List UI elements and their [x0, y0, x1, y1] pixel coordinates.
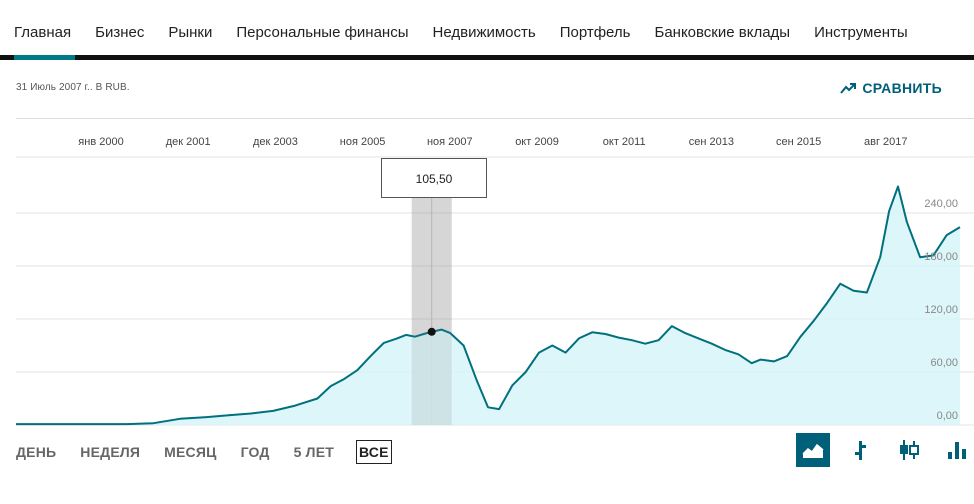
bar-chart-icon	[948, 442, 966, 459]
range-button-0[interactable]: ДЕНЬ	[16, 444, 57, 460]
x-tick-label-2: дек 2003	[253, 136, 298, 148]
time-range-selector: ДЕНЬ НЕДЕЛЯ МЕСЯЦ ГОД 5 ЛЕТ ВСЕ	[14, 438, 412, 466]
y-tick-label-1: 180,00	[924, 251, 958, 263]
compare-label: СРАВНИТЬ	[862, 80, 942, 96]
nav-item-1[interactable]: Бизнес	[95, 24, 145, 41]
price-chart[interactable]: янв 2000 дек 2001 дек 2003 ноя 2005 ноя 2007…	[0, 118, 974, 430]
range-button-3[interactable]: ГОД	[240, 444, 270, 460]
chart-top-border	[16, 118, 974, 119]
y-tick-label-3: 60,00	[930, 357, 958, 369]
area-chart-icon	[802, 443, 824, 458]
chart-tooltip: 105,50	[381, 158, 487, 198]
area-chart-button[interactable]	[796, 433, 830, 467]
nav-item-4[interactable]: Недвижимость	[432, 24, 536, 41]
y-tick-label-4: 0,00	[937, 410, 958, 422]
y-tick-label-0: 240,00	[924, 198, 958, 210]
x-tick-label-6: окт 2011	[603, 136, 646, 148]
series-line	[16, 185, 961, 426]
range-button-2[interactable]: МЕСЯЦ	[164, 444, 217, 460]
x-tick-label-0: янв 2000	[78, 136, 123, 148]
nav-item-7[interactable]: Инструменты	[814, 24, 908, 41]
x-tick-label-5: окт 2009	[515, 136, 559, 148]
chart-date-label: 31 Июль 2007 г.. В RUB.	[16, 82, 130, 93]
compare-button[interactable]: СРАВНИТЬ	[840, 80, 942, 96]
range-button-1[interactable]: НЕДЕЛЯ	[80, 444, 141, 460]
nav-active-indicator	[14, 55, 75, 60]
x-tick-label-9: авг 2017	[864, 136, 908, 148]
line-chart-button[interactable]	[844, 433, 878, 467]
nav-item-2[interactable]: Рынки	[168, 24, 213, 41]
x-tick-label-8: сен 2015	[776, 136, 821, 148]
highlight-overlay	[411, 197, 452, 425]
trend-up-icon	[840, 83, 857, 94]
nav-item-5[interactable]: Портфель	[559, 24, 631, 41]
highlight-point	[427, 327, 436, 336]
nav-item-0[interactable]: Главная	[14, 24, 72, 41]
range-button-5[interactable]: ВСЕ	[355, 440, 392, 464]
x-tick-label-4: ноя 2007	[427, 136, 473, 148]
nav-underline	[0, 55, 974, 60]
nav-item-6[interactable]: Банковские вклады	[654, 24, 791, 41]
x-tick-label-7: сен 2013	[689, 136, 734, 148]
range-button-4[interactable]: 5 ЛЕТ	[293, 444, 334, 460]
candlestick-chart-icon	[900, 440, 919, 460]
chart-type-selector	[782, 433, 974, 467]
tooltip-value: 105,50	[415, 172, 453, 186]
x-tick-label-3: ноя 2005	[340, 136, 386, 148]
nav-items: Главная Бизнес Рынки Персональные финансы Не…	[0, 0, 918, 56]
bar-chart-button[interactable]	[940, 433, 974, 467]
y-tick-label-2: 120,00	[924, 304, 958, 316]
x-tick-label-1: дек 2001	[166, 136, 211, 148]
nav-item-3[interactable]: Персональные финансы	[236, 24, 409, 41]
line-chart-icon	[855, 441, 866, 460]
candlestick-chart-button[interactable]	[892, 433, 926, 467]
series-area	[16, 186, 960, 425]
top-navigation: Главная Бизнес Рынки Персональные финансы Не…	[0, 0, 974, 60]
